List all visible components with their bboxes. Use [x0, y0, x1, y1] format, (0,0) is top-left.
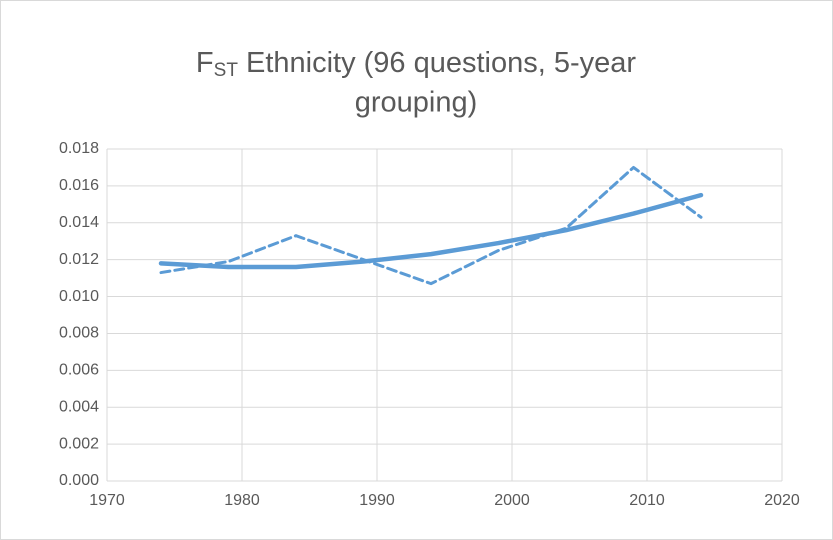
- data-line: [159, 165, 703, 286]
- chart-title: FST Ethnicity (96 questions, 5-year: [196, 47, 636, 81]
- y-tick-label: 0.002: [59, 435, 99, 452]
- x-tick-label: 2020: [764, 492, 800, 509]
- y-tick-label: 0.000: [59, 472, 99, 489]
- chart-title-line2: grouping): [355, 87, 478, 119]
- y-tick-label: 0.014: [59, 214, 99, 231]
- trend-line: [158, 192, 704, 270]
- title-letter: F: [196, 47, 214, 79]
- x-tick-label: 2000: [494, 492, 530, 509]
- x-tick-label: 1970: [89, 492, 125, 509]
- y-tick-label: 0.016: [59, 177, 99, 194]
- y-tick-label: 0.006: [59, 362, 99, 379]
- y-tick-label: 0.012: [59, 251, 99, 268]
- y-tick-label: 0.004: [59, 398, 99, 415]
- y-tick-label: 0.018: [59, 140, 99, 157]
- y-tick-label: 0.008: [59, 325, 99, 342]
- x-tick-label: 2010: [629, 492, 665, 509]
- y-tick-label: 0.010: [59, 288, 99, 305]
- title-line1: Ethnicity (96 questions, 5-year: [246, 47, 636, 79]
- x-tick-label: 1980: [224, 492, 260, 509]
- title-subscript: ST: [214, 60, 239, 81]
- x-tick-label: 1990: [359, 492, 395, 509]
